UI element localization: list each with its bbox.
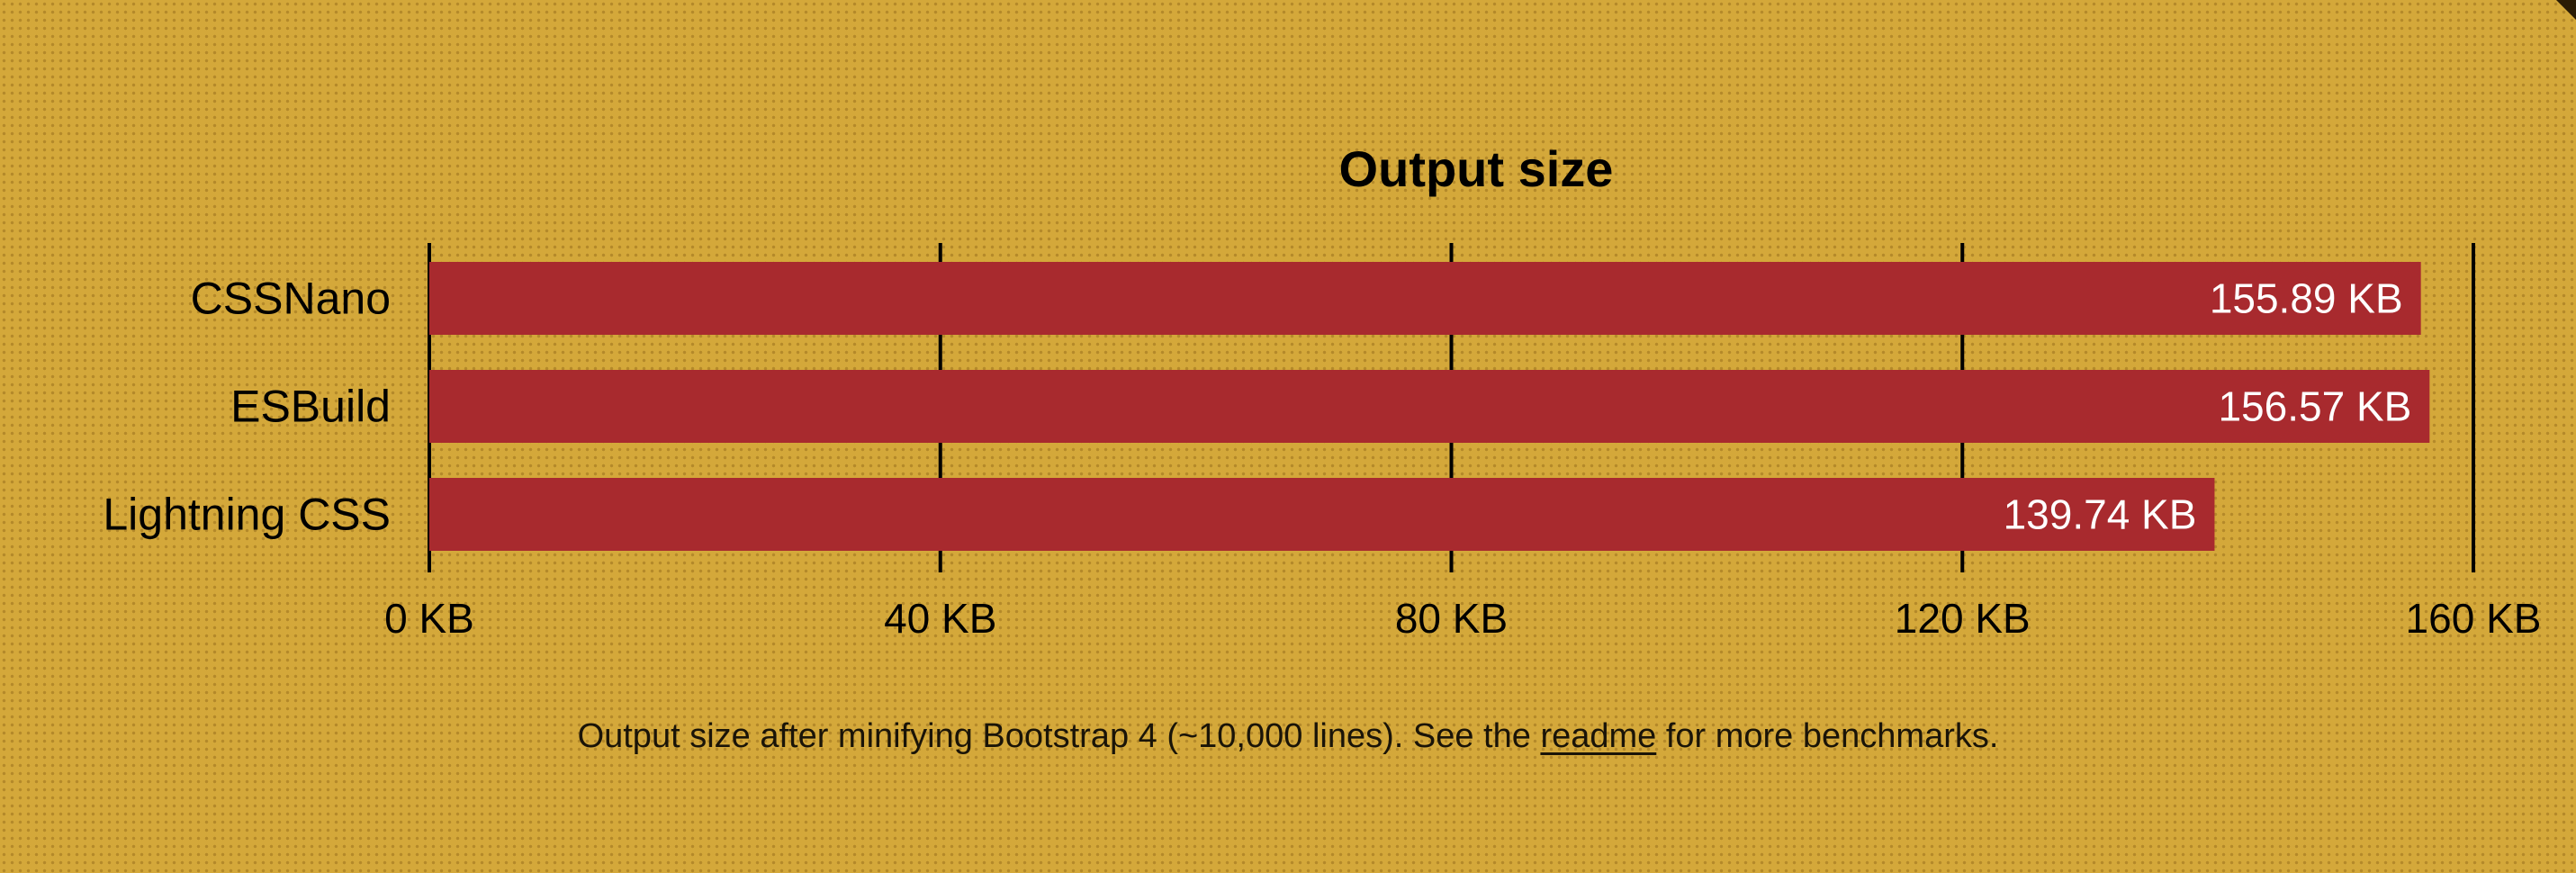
bar — [429, 478, 2215, 551]
x-tick-label: 0 KB — [384, 595, 474, 642]
category-label: CSSNano — [191, 274, 391, 324]
x-tick-label: 120 KB — [1895, 595, 2031, 642]
x-tick-label: 80 KB — [1395, 595, 1508, 642]
category-label: ESBuild — [230, 382, 391, 432]
bar-value-label: 155.89 KB — [2210, 275, 2403, 322]
category-label: Lightning CSS — [103, 490, 391, 540]
bar-value-label: 156.57 KB — [2218, 383, 2411, 430]
x-axis-ticks: 0 KB 40 KB 80 KB 120 KB 160 KB — [384, 595, 2541, 642]
chart-caption: Output size after minifying Bootstrap 4 … — [0, 711, 2576, 761]
caption-text-before: Output size after minifying Bootstrap 4 … — [577, 717, 1541, 755]
bar — [429, 370, 2430, 443]
x-tick-label: 40 KB — [884, 595, 996, 642]
bars: 155.89 KB 156.57 KB 139.74 KB — [429, 262, 2430, 551]
category-labels: CSSNano ESBuild Lightning CSS — [103, 274, 391, 540]
x-tick-label: 160 KB — [2406, 595, 2542, 642]
corner-fold — [2556, 0, 2576, 20]
caption-text-after: for more benchmarks. — [1656, 717, 1999, 755]
readme-link[interactable]: readme — [1540, 717, 1657, 755]
bar — [429, 262, 2421, 335]
bar-value-label: 139.74 KB — [2004, 491, 2197, 538]
chart-title: Output size — [1339, 140, 1614, 197]
